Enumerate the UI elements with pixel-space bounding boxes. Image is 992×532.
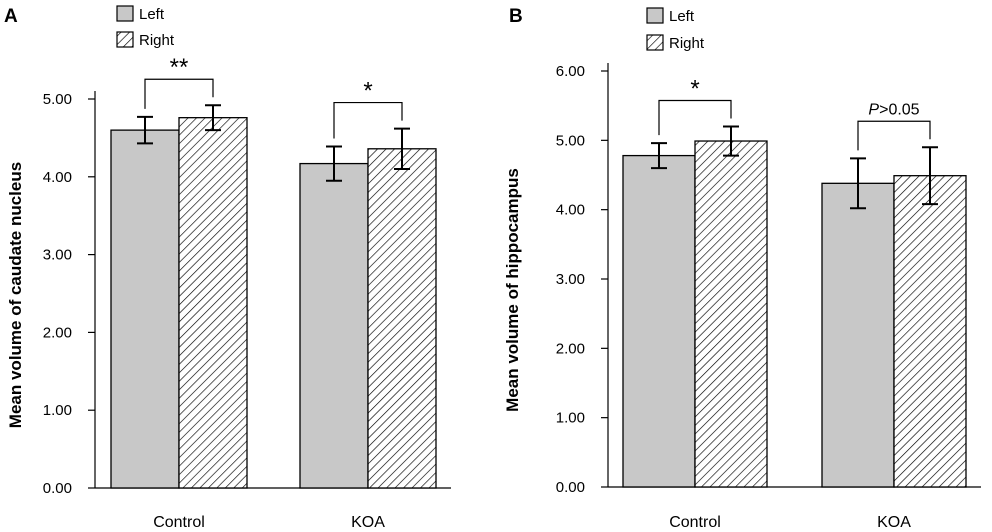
error-bar xyxy=(651,142,667,170)
error-bar xyxy=(394,127,410,171)
bar-left-koa xyxy=(299,162,369,489)
bar-left-control xyxy=(110,129,180,489)
legend-label: Left xyxy=(139,6,165,23)
bar-right-control xyxy=(178,117,248,489)
bar-left-koa xyxy=(821,182,895,488)
error-bar xyxy=(850,157,866,210)
significance-marks: *** xyxy=(144,54,403,139)
significance-label: * xyxy=(690,75,699,102)
y-axis: 0.00 1.00 2.00 3.00 4.00 5.00 xyxy=(43,91,451,497)
legend-label: Right xyxy=(669,35,705,52)
bar-right-koa xyxy=(367,148,437,489)
legend-swatch-left xyxy=(116,5,134,22)
y-tick-label: 4.00 xyxy=(43,169,72,186)
error-bar xyxy=(137,115,153,145)
significance-bracket xyxy=(857,120,931,151)
y-tick-label: 6.00 xyxy=(556,63,585,80)
significance-label: * xyxy=(363,78,372,105)
error-bar xyxy=(326,145,342,182)
y-tick-label: 3.00 xyxy=(556,271,585,288)
significance-bracket xyxy=(144,78,214,109)
category-labels: Control KOA xyxy=(153,514,385,531)
significance-marks: * P>0.05 xyxy=(658,75,931,151)
panel-letter: B xyxy=(509,6,523,27)
bar-left-control xyxy=(622,154,696,488)
y-tick-label: 5.00 xyxy=(556,132,585,149)
error-bars xyxy=(137,104,410,182)
significance-bracket xyxy=(658,99,732,136)
legend: Left Right xyxy=(646,7,705,52)
y-axis-label: Mean volume of hippocampus xyxy=(503,168,522,412)
y-tick-label: 5.00 xyxy=(43,91,72,108)
significance-label: P>0.05 xyxy=(868,101,919,118)
y-tick-label: 2.00 xyxy=(43,324,72,341)
legend-swatch-right xyxy=(646,34,664,51)
y-tick-label: 0.00 xyxy=(556,479,585,496)
panel-b: B Mean volume of hippocampus 0.00 1.00 2.0… xyxy=(503,6,981,531)
category-label: KOA xyxy=(877,514,911,531)
bar-right-koa xyxy=(893,175,967,488)
legend-swatch-left xyxy=(646,7,664,24)
category-label: Control xyxy=(153,514,205,531)
y-tick-label: 1.00 xyxy=(43,402,72,419)
panel-a: A Mean volume of caudate nucleus 0.00 1.0… xyxy=(4,5,451,531)
legend: Left Right xyxy=(116,5,175,49)
category-labels: Control KOA xyxy=(669,514,911,531)
error-bars xyxy=(651,125,938,210)
legend-label: Left xyxy=(669,8,695,25)
category-label: Control xyxy=(669,514,721,531)
category-label: KOA xyxy=(351,514,385,531)
legend-swatch-right xyxy=(116,31,134,48)
bar-group xyxy=(622,140,967,488)
error-bar xyxy=(205,104,221,132)
y-tick-label: 1.00 xyxy=(556,410,585,427)
error-bar xyxy=(723,125,739,157)
error-bar xyxy=(922,146,938,206)
y-tick-label: 4.00 xyxy=(556,202,585,219)
significance-label: ** xyxy=(170,54,189,81)
legend-label: Right xyxy=(139,32,175,49)
y-tick-label: 3.00 xyxy=(43,247,72,264)
bar-right-control xyxy=(694,140,768,488)
panel-letter: A xyxy=(4,6,18,27)
y-tick-label: 2.00 xyxy=(556,340,585,357)
y-axis-label: Mean volume of caudate nucleus xyxy=(6,162,25,428)
bar-group xyxy=(110,117,437,489)
significance-bracket xyxy=(333,101,403,139)
y-tick-label: 0.00 xyxy=(43,480,72,497)
